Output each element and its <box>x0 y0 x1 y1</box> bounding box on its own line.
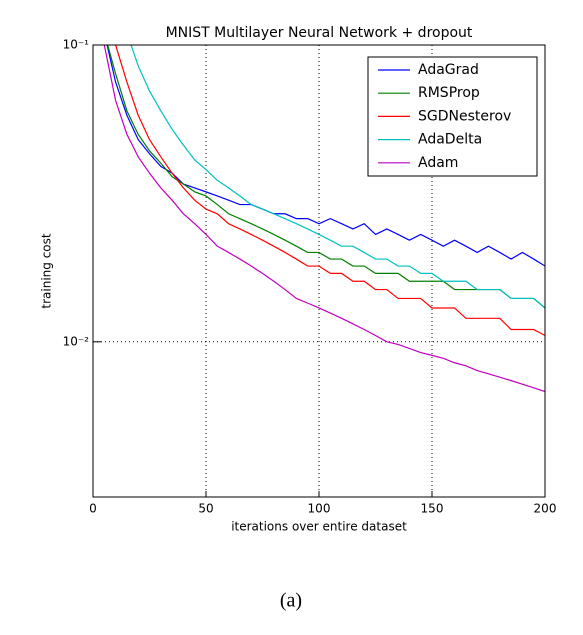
series-line <box>107 45 545 309</box>
y-tick-label: 10⁻² <box>63 334 90 348</box>
series-line <box>130 45 545 309</box>
x-tick-label: 100 <box>308 502 331 516</box>
series-line <box>103 45 545 393</box>
legend-label: RMSProp <box>418 85 480 101</box>
y-axis-label: training cost <box>40 233 54 308</box>
plot-frame <box>92 44 546 498</box>
plot-area <box>103 45 545 393</box>
x-tick-label: 50 <box>198 502 213 516</box>
x-tick-label: 150 <box>421 502 444 516</box>
y-tick-label: 10⁻¹ <box>63 38 90 52</box>
caption: (a) <box>280 590 302 612</box>
legend-label: Adam <box>418 155 458 171</box>
x-tick-label: 0 <box>89 502 97 516</box>
series-line <box>114 45 545 337</box>
legend-label: AdaGrad <box>418 62 479 78</box>
series-line <box>106 45 545 267</box>
legend-label: SGDNesterov <box>418 108 511 124</box>
legend-label: AdaDelta <box>418 132 482 148</box>
x-tick-label: 200 <box>534 502 557 516</box>
chart-title: MNIST Multilayer Neural Network + dropou… <box>166 25 473 41</box>
x-axis-label: iterations over entire dataset <box>231 520 407 534</box>
